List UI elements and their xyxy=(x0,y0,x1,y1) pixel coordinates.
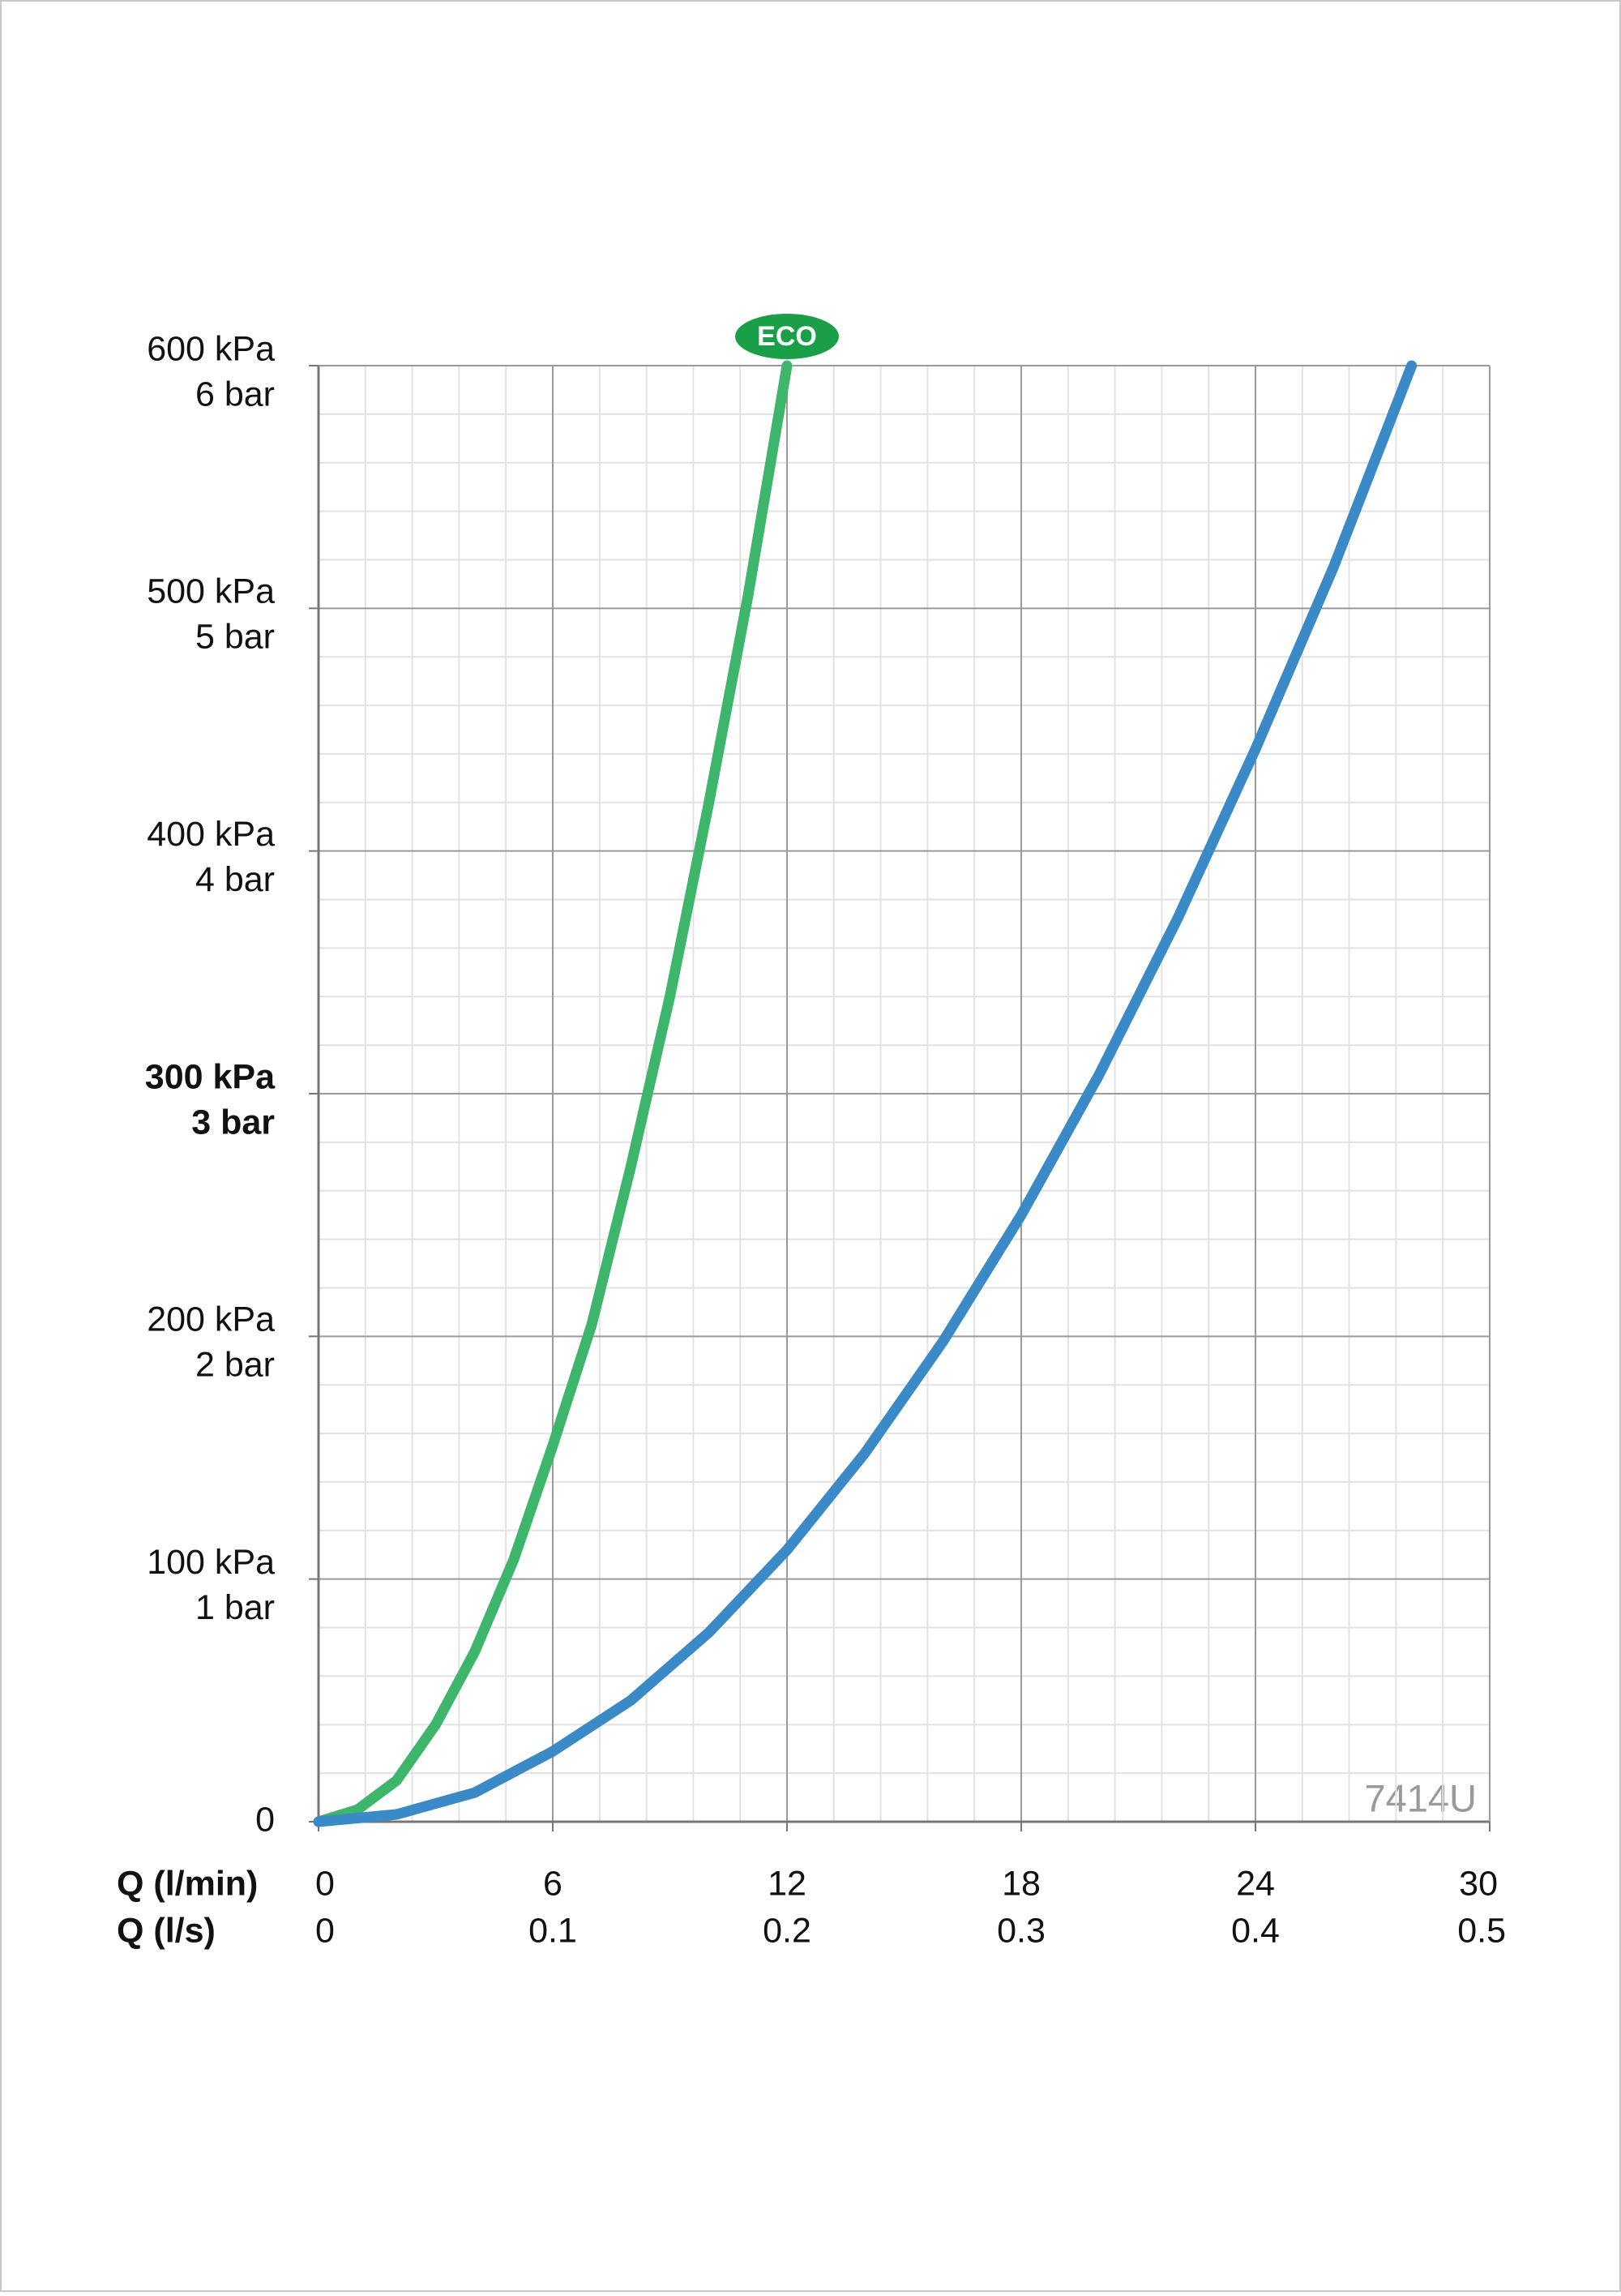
y-tick-label: 200 kPa xyxy=(147,1300,275,1339)
x2-tick-label: 0.4 xyxy=(1231,1911,1280,1950)
x-axis-label: Q (l/min) xyxy=(117,1864,258,1903)
x-tick-label: 18 xyxy=(1002,1864,1041,1903)
x-tick-label: 0 xyxy=(315,1864,335,1903)
y2-tick-label: 5 bar xyxy=(195,618,275,657)
y2-tick-label: 1 bar xyxy=(195,1588,275,1627)
x2-axis-label: Q (l/s) xyxy=(117,1911,216,1950)
series-line xyxy=(313,360,793,1827)
y-tick-label: 400 kPa xyxy=(147,815,275,854)
y-tick-label: 600 kPa xyxy=(147,329,275,368)
y-tick-label: 500 kPa xyxy=(147,572,275,611)
badge-label: ECO xyxy=(757,321,817,352)
y2-tick-label: 4 bar xyxy=(195,860,275,899)
series-line xyxy=(313,360,1418,1827)
y2-tick-label: 3 bar xyxy=(191,1103,275,1142)
x-tick-label: 30 xyxy=(1459,1864,1498,1903)
watermark: 7414U xyxy=(1365,1776,1478,1819)
x2-tick-label: 0.5 xyxy=(1457,1911,1506,1950)
x-tick-label: 24 xyxy=(1236,1864,1275,1903)
x2-tick-label: 0 xyxy=(315,1911,335,1950)
y2-tick-label: 2 bar xyxy=(195,1346,275,1385)
x2-tick-label: 0.2 xyxy=(763,1911,811,1950)
x-tick-label: 6 xyxy=(543,1864,562,1903)
x-tick-label: 12 xyxy=(768,1864,806,1903)
x2-tick-label: 0.1 xyxy=(528,1911,577,1950)
badge xyxy=(735,314,839,359)
y2-tick-label: 6 bar xyxy=(195,375,275,413)
y-tick-label: 100 kPa xyxy=(147,1543,275,1582)
y-tick-label: 0 xyxy=(255,1800,275,1839)
y-tick-label: 300 kPa xyxy=(145,1057,276,1096)
x2-tick-label: 0.3 xyxy=(997,1911,1046,1950)
